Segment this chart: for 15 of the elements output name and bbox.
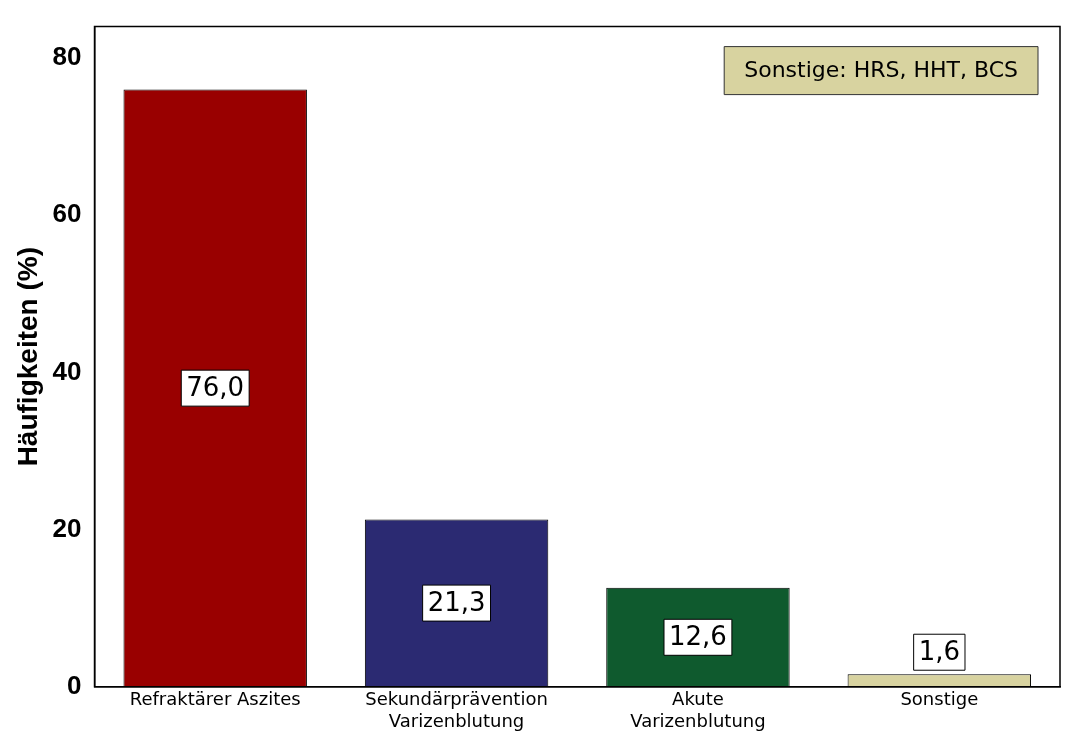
y-tick-label: 60 bbox=[52, 198, 82, 229]
annotation: Sonstige: HRS, HHT, BCS bbox=[744, 57, 1018, 83]
data-label: 21,3 bbox=[427, 586, 486, 617]
y-axis-title: Häufigkeiten (%) bbox=[11, 247, 43, 467]
y-tick-label: 20 bbox=[52, 512, 82, 543]
x-tick-label: Akute Varizenblutung bbox=[630, 688, 766, 731]
x-tick-label: Sonstige bbox=[900, 688, 979, 710]
y-tick-label: 40 bbox=[52, 355, 82, 386]
y-tick-label: 0 bbox=[67, 669, 82, 700]
x-tick-label: Sekundärprävention Varizenblutung bbox=[365, 688, 548, 731]
x-tick-label: Refraktärer Aszites bbox=[129, 688, 301, 710]
y-tick-label: 80 bbox=[52, 41, 82, 72]
data-label: 1,6 bbox=[918, 635, 960, 666]
data-label: 12,6 bbox=[669, 621, 727, 652]
data-label: 76,0 bbox=[186, 371, 245, 402]
